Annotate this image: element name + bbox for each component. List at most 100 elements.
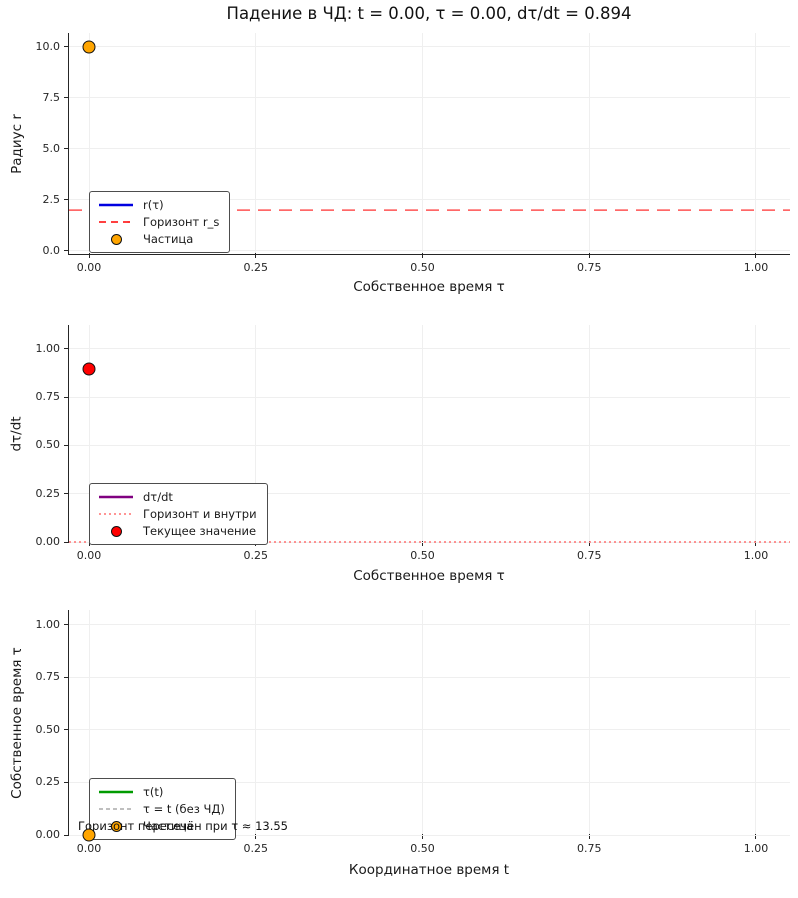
legend-line-swatch: [98, 490, 134, 504]
x-tick-mark: [588, 834, 590, 839]
legend-marker-swatch: [98, 232, 134, 246]
x-tick-label: 0.00: [76, 842, 102, 855]
y-tick-mark: [64, 46, 69, 48]
legend-line-icon: [99, 221, 133, 223]
legend-item-label: r(τ): [143, 198, 164, 212]
legend-item-label: Частица: [143, 232, 194, 246]
horizon-crossing-annotation: Горизонт пересечён при τ ≈ 13.55: [78, 819, 288, 833]
y-tick-mark: [64, 348, 69, 350]
y-tick-label: 0.00: [35, 828, 61, 841]
y-tick-label: 10.0: [35, 39, 61, 53]
y-tick-mark: [64, 199, 69, 201]
legend-line-swatch: [98, 198, 134, 212]
x-tick-label: 0.25: [243, 842, 269, 855]
particle-marker: [82, 828, 96, 842]
x-tick-mark: [588, 541, 590, 546]
y-tick-mark: [64, 250, 69, 252]
x-tick-label: 0.50: [410, 549, 435, 562]
legend-line-swatch: [98, 802, 134, 816]
gridline-horizontal: [69, 834, 790, 836]
legend-line-icon: [99, 495, 133, 499]
x-tick-label: 0.50: [410, 842, 435, 855]
y-tick-label: 1.00: [35, 617, 61, 631]
legend-item: dτ/dt: [98, 489, 257, 505]
particle-marker: [82, 362, 96, 376]
x-tick-label: 0.50: [410, 261, 435, 274]
y-tick-label: 0.75: [35, 670, 61, 684]
x-axis-label-proper-time-top: Собственное время τ: [353, 279, 505, 295]
x-tick-label: 0.00: [76, 549, 102, 562]
figure-title: Падение в ЧД: t = 0.00, τ = 0.00, dτ/dt …: [226, 4, 632, 23]
x-axis-label-coordinate-time: Координатное время t: [348, 862, 510, 878]
x-tick-mark: [255, 253, 257, 258]
y-tick-label: 0.0: [42, 243, 61, 257]
x-tick-mark: [421, 253, 423, 258]
x-tick-label: 0.25: [243, 549, 269, 562]
y-axis-label-proper-time: Собственное время τ: [9, 647, 25, 799]
gridline-horizontal: [69, 729, 790, 731]
legend-item-label: τ(t): [143, 785, 164, 799]
gridline-horizontal: [69, 250, 790, 252]
x-tick-label: 0.75: [576, 261, 602, 274]
gridline-horizontal: [69, 624, 790, 626]
x-tick-label: 1.00: [743, 549, 769, 562]
legend-box: r(τ) Горизонт r_s Частица: [89, 191, 231, 253]
y-tick-label: 0.50: [35, 438, 61, 452]
gridline-horizontal: [69, 444, 790, 446]
legend-line-icon: [99, 203, 133, 207]
y-tick-mark: [64, 729, 69, 731]
gridline-vertical: [755, 33, 757, 254]
y-tick-mark: [64, 834, 69, 836]
legend-line-swatch: [98, 785, 134, 799]
plot-lines-layer: [69, 209, 790, 211]
x-tick-label: 0.00: [76, 261, 102, 274]
legend-line-icon: [99, 790, 133, 794]
legend-marker-swatch: [98, 819, 134, 833]
legend-line-icon: [99, 513, 133, 515]
gridline-vertical: [255, 33, 257, 254]
x-tick-mark: [255, 834, 257, 839]
gridline-horizontal: [69, 781, 790, 783]
legend-item: τ(t): [98, 784, 225, 800]
y-tick-mark: [64, 148, 69, 150]
gridline-horizontal: [69, 493, 790, 495]
y-axis-label-radius: Радиус r: [9, 114, 25, 174]
gridline-horizontal: [69, 396, 790, 398]
gridline-vertical: [88, 33, 90, 254]
y-tick-mark: [64, 444, 69, 446]
x-tick-label: 1.00: [743, 261, 769, 274]
y-tick-mark: [64, 781, 69, 783]
subplot-dtaudt-vs-proper-time: 0.00 0.25 0.50 0.75 1.00 0.00 0.25 0.50 0.75 1.00…: [36, 325, 790, 562]
legend-box: τ(t) τ = t (без ЧД) Частица: [89, 778, 236, 840]
y-tick-mark: [64, 624, 69, 626]
x-tick-label: 1.00: [743, 842, 769, 855]
particle-marker: [82, 40, 96, 54]
y-tick-mark: [64, 396, 69, 398]
y-axis-label-dtaudt: dτ/dt: [9, 416, 26, 452]
legend-line-swatch: [98, 507, 134, 521]
gridline-vertical: [421, 33, 423, 254]
x-tick-mark: [421, 541, 423, 546]
legend-line-icon: [99, 808, 133, 810]
x-axis-label-proper-time-middle: Собственное время τ: [353, 568, 505, 584]
gridline-vertical: [755, 325, 757, 542]
legend-item: Текущее значение: [98, 523, 257, 539]
y-tick-label: 0.00: [35, 535, 61, 548]
x-tick-mark: [588, 253, 590, 258]
y-tick-label: 7.5: [42, 90, 61, 104]
y-tick-label: 0.25: [35, 775, 61, 789]
legend-item-label: Частица: [143, 819, 194, 833]
gridline-vertical: [588, 33, 590, 254]
x-tick-mark: [421, 834, 423, 839]
legend-line-swatch: [98, 215, 134, 229]
legend-box: dτ/dt Горизонт и внутри Текущее значение: [89, 483, 268, 545]
gridline-horizontal: [69, 199, 790, 201]
gridline-vertical: [421, 610, 423, 835]
gridline-vertical: [255, 325, 257, 542]
legend-marker-swatch: [98, 524, 134, 538]
legend-item: r(τ): [98, 197, 219, 213]
gridline-horizontal: [69, 148, 790, 150]
gridline-vertical: [255, 610, 257, 835]
gridline-horizontal: [69, 97, 790, 99]
